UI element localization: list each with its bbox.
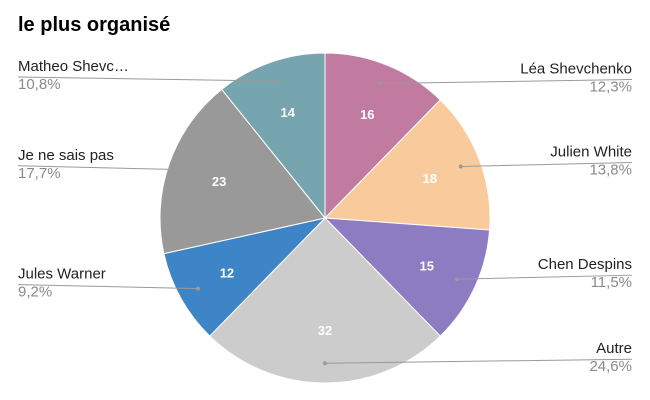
pie-slices <box>159 52 491 384</box>
slice-value-matheo-shevchenko: 14 <box>281 105 296 120</box>
label-percent-je-ne-sais-pas: 17,7% <box>18 165 61 182</box>
slice-value-lea-shevchenko: 16 <box>360 107 374 122</box>
leader-line-je-ne-sais-pas <box>17 165 189 171</box>
leader-line-lea-shevchenko <box>379 79 633 85</box>
slice-jules-warner <box>163 217 327 337</box>
slice-lea-shevchenko <box>324 52 441 220</box>
slice-value-chen-despins: 15 <box>420 258 434 273</box>
label-name-je-ne-sais-pas: Je ne sais pas <box>18 147 114 164</box>
slice-value-julien-white: 18 <box>423 171 437 186</box>
slice-julien-white <box>323 99 491 231</box>
leader-lines <box>17 76 633 366</box>
label-percent-lea-shevchenko: 12,3% <box>589 79 632 96</box>
leader-line-matheo-shevchenko <box>17 76 277 82</box>
label-percent-jules-warner: 9,2% <box>18 284 52 301</box>
label-name-julien-white: Julien White <box>550 144 632 161</box>
slice-autre <box>209 217 441 384</box>
leader-dot-autre <box>323 361 327 366</box>
slice-chen-despins <box>323 217 491 337</box>
leader-line-autre <box>324 358 633 364</box>
leader-dot-julien-white <box>458 164 463 169</box>
slice-je-ne-sais-pas <box>159 88 326 255</box>
leader-dot-lea-shevchenko <box>377 81 382 86</box>
label-percent-chen-despins: 11,5% <box>591 274 632 291</box>
leader-dot-matheo-shevchenko <box>274 79 279 84</box>
label-name-autre: Autre <box>596 340 632 357</box>
leader-line-jules-warner <box>17 284 199 290</box>
leader-line-chen-despins <box>456 274 633 280</box>
leader-dot-jules-warner <box>196 286 201 291</box>
label-name-chen-despins: Chen Despins <box>538 256 632 273</box>
label-percent-autre: 24,6% <box>589 358 632 375</box>
chart-title: le plus organisé <box>18 14 171 36</box>
label-percent-julien-white: 13,8% <box>589 162 632 179</box>
slice-values: 16 18 15 32 12 23 14 <box>212 105 437 338</box>
label-name-jules-warner: Jules Warner <box>18 266 106 283</box>
slice-matheo-shevchenko <box>220 52 326 220</box>
slice-value-autre: 32 <box>318 323 332 338</box>
leader-dot-je-ne-sais-pas <box>186 167 191 172</box>
slice-value-je-ne-sais-pas: 23 <box>212 174 226 189</box>
leader-dot-chen-despins <box>454 277 459 282</box>
slice-value-jules-warner: 12 <box>220 266 234 281</box>
leader-line-julien-white <box>460 162 633 168</box>
label-percent-matheo-shevchenko: 10,8% <box>18 76 61 93</box>
label-name-lea-shevchenko: Léa Shevchenko <box>520 61 632 78</box>
label-name-matheo-shevchenko: Matheo Shevc… <box>18 58 129 75</box>
